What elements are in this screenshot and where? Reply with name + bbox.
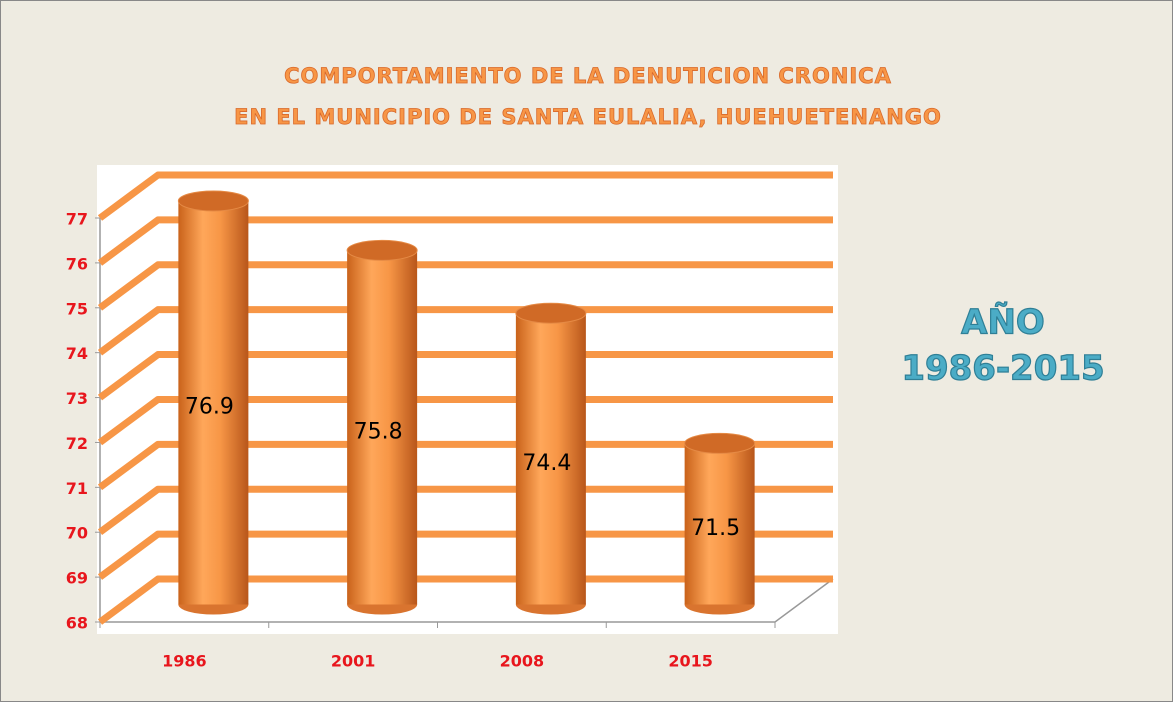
y-tick-label: 73	[66, 389, 88, 408]
chart-title: COMPORTAMIENTO DE LA DENUTICION CRONICA	[284, 64, 892, 88]
grid-line	[97, 575, 833, 625]
y-tick-label: 71	[66, 479, 88, 498]
grid-line	[97, 351, 833, 401]
grid-line	[97, 216, 833, 266]
y-tick-label: 74	[66, 344, 88, 363]
grid-line	[97, 485, 833, 536]
value-label: 74.4	[522, 451, 571, 476]
grid-line	[97, 440, 833, 491]
bar	[178, 200, 249, 605]
x-tick-label: 1986	[162, 652, 207, 671]
y-tick-label: 77	[66, 210, 88, 229]
value-label: 76.9	[185, 395, 234, 420]
bar-top	[346, 239, 418, 261]
bar	[684, 443, 755, 605]
y-tick-label: 70	[66, 524, 88, 543]
y-tick-label: 69	[66, 569, 88, 588]
bar-top	[515, 302, 587, 324]
grid-line	[97, 395, 833, 446]
grid-line	[97, 530, 833, 580]
grid-line	[97, 171, 833, 221]
bar-top	[684, 432, 756, 454]
annotation: AÑO	[961, 302, 1045, 343]
y-tick-label: 76	[66, 254, 88, 273]
bar	[347, 250, 418, 605]
chart-title: EN EL MUNICIPIO DE SANTA EULALIA, HUEHUE…	[234, 105, 942, 129]
x-tick-label: 2015	[668, 652, 713, 671]
x-tick-label: 2008	[500, 652, 545, 671]
grid-line	[97, 261, 833, 311]
x-tick-label: 2001	[331, 652, 376, 671]
grid-line	[97, 306, 833, 356]
y-tick-label: 68	[66, 614, 88, 633]
y-tick-label: 72	[66, 434, 88, 453]
value-label: 75.8	[354, 419, 403, 444]
bar	[515, 313, 586, 605]
value-label: 71.5	[691, 516, 740, 541]
y-tick-label: 75	[66, 299, 88, 318]
annotation: 1986-2015	[901, 349, 1104, 389]
bar-top	[177, 190, 249, 212]
